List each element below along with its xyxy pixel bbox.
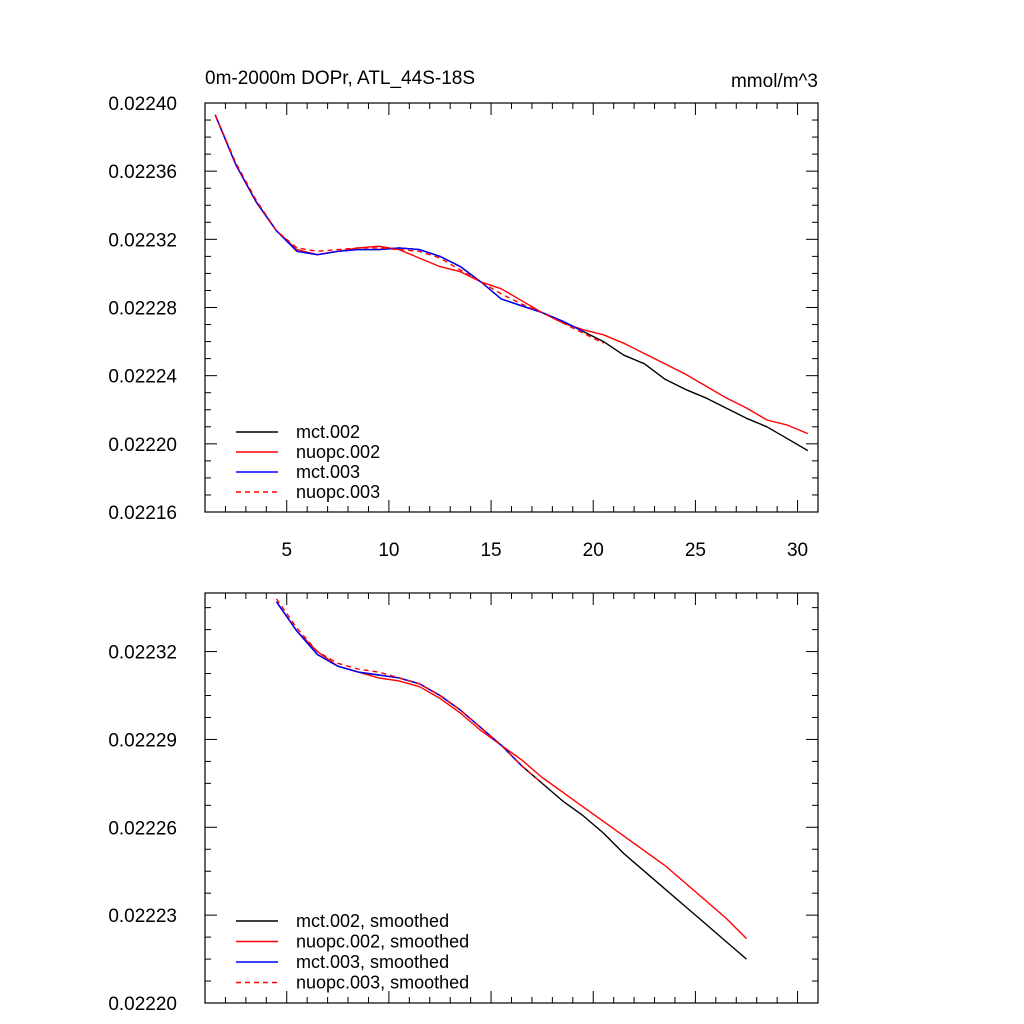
series-line-mct-003-smoothed	[275, 601, 523, 767]
legend-label: nuopc.002	[296, 442, 380, 462]
y-tick-label: 0.02228	[108, 299, 177, 320]
x-tick-label: 25	[685, 540, 706, 561]
chart-panel-1: 5 10 15 20 25 30 0.02216 0.02220 0.02224 0.02228 0…	[108, 68, 819, 561]
y-tick-label: 0.02232	[108, 643, 177, 664]
x-tick-label: 10	[378, 540, 399, 561]
y-tick-label: 0.02216	[108, 503, 177, 524]
x-tick-label: 5	[281, 540, 292, 561]
legend-label: mct.003	[296, 462, 360, 482]
series-line-nuopc-002-smoothed	[275, 601, 747, 940]
chart-panel-2: 0.02220 0.02223 0.02226 0.02229 0.02232 mct.0…	[108, 592, 819, 1015]
series-line-mct-002	[214, 114, 809, 452]
y-tick-label: 0.02224	[108, 367, 177, 388]
series-line-nuopc-003	[214, 114, 604, 344]
x-tick-label: 15	[480, 540, 501, 561]
y-tick-label: 0.02240	[108, 94, 177, 115]
series-line-nuopc-002	[214, 114, 809, 435]
y-tick-label: 0.02223	[108, 906, 177, 927]
chart-title: 0m-2000m DOPr, ATL_44S-18S	[205, 68, 475, 89]
legend-label: nuopc.003, smoothed	[296, 973, 469, 993]
legend-label: nuopc.003	[296, 482, 380, 502]
y-tick-label: 0.02232	[108, 230, 177, 251]
legend-label: mct.003, smoothed	[296, 952, 449, 972]
legend-label: nuopc.002, smoothed	[296, 932, 469, 952]
series-line-mct-003	[214, 114, 584, 333]
y-tick-label: 0.02226	[108, 818, 177, 839]
y-tick-label: 0.02236	[108, 162, 177, 183]
y-tick-label: 0.02229	[108, 730, 177, 751]
chart-units: mmol/m^3	[731, 71, 818, 92]
series-line-mct-002-smoothed	[275, 601, 747, 960]
x-tick-label: 20	[583, 540, 604, 561]
legend-label: mct.002	[296, 422, 360, 442]
x-tick-label: 30	[787, 540, 808, 561]
series-line-nuopc-003-smoothed	[275, 598, 543, 784]
y-tick-label: 0.02220	[108, 435, 177, 456]
y-tick-label: 0.02220	[108, 994, 177, 1015]
legend-label: mct.002, smoothed	[296, 911, 449, 931]
